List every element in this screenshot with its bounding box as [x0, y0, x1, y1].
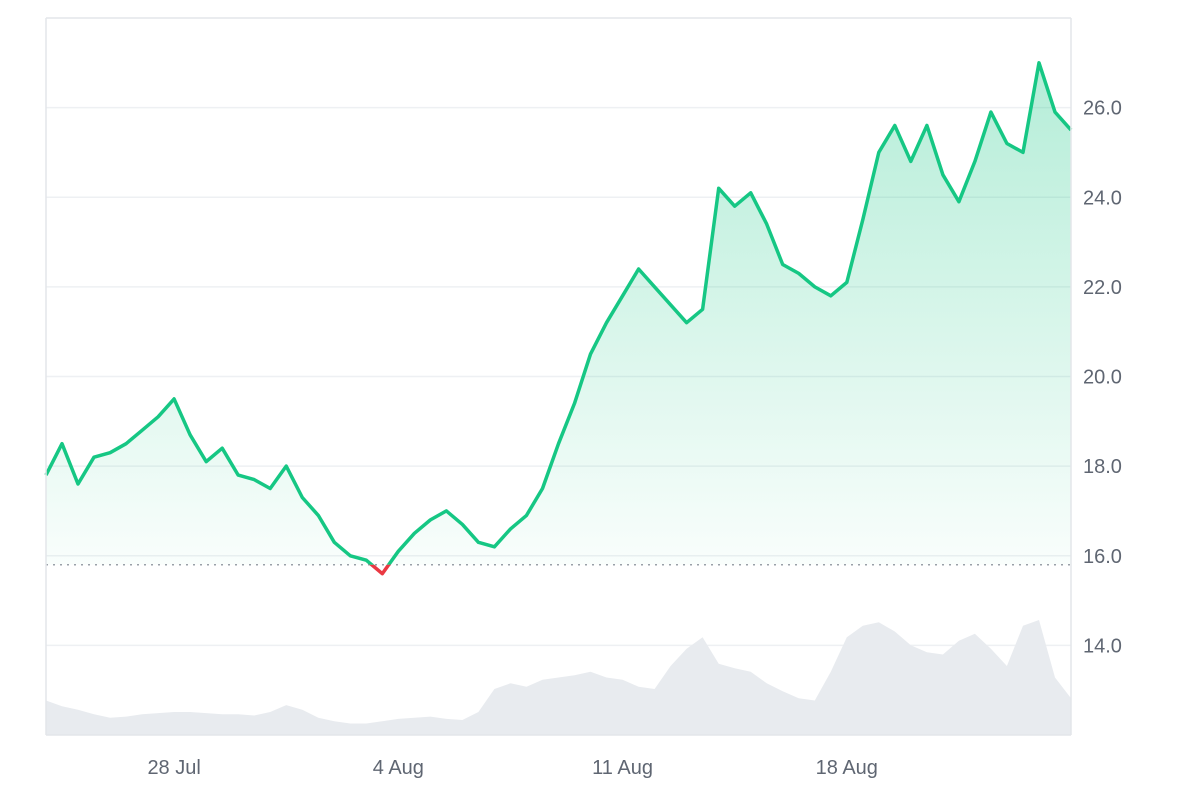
x-axis-labels: 28 Jul 4 Aug 11 Aug 18 Aug — [147, 757, 877, 779]
y-tick-label: 20.0 — [1083, 367, 1122, 389]
x-tick-label: 4 Aug — [373, 757, 424, 779]
volume-area — [46, 620, 1071, 735]
y-tick-label: 14.0 — [1083, 635, 1122, 657]
y-tick-label: 26.0 — [1083, 98, 1122, 120]
y-tick-label: 24.0 — [1083, 187, 1122, 209]
plot-frame — [45, 17, 1072, 736]
price-line-up — [44, 61, 1073, 565]
price-line — [44, 61, 1073, 576]
y-axis-labels: 26.0 24.0 22.0 20.0 18.0 16.0 14.0 — [1083, 98, 1122, 658]
x-tick-label: 18 Aug — [816, 757, 878, 779]
y-tick-label: 18.0 — [1083, 456, 1122, 478]
x-tick-label: 28 Jul — [147, 757, 200, 779]
x-tick-label: 11 Aug — [592, 757, 653, 779]
area-fill-up — [46, 62, 1071, 565]
volume-fill — [46, 620, 1071, 735]
y-tick-label: 16.0 — [1083, 546, 1122, 568]
y-tick-label: 22.0 — [1083, 277, 1122, 299]
price-area-fill — [46, 62, 1071, 565]
